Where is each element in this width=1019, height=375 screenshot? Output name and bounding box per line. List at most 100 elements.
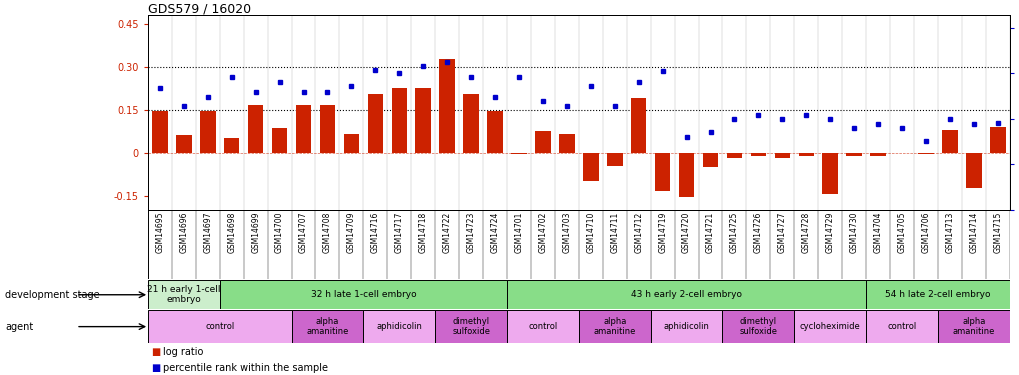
Bar bbox=[794, 310, 865, 343]
Bar bbox=[296, 105, 311, 153]
Text: GSM14706: GSM14706 bbox=[920, 211, 929, 253]
Bar bbox=[152, 111, 167, 153]
Text: GSM14721: GSM14721 bbox=[705, 211, 714, 253]
Text: GDS579 / 16020: GDS579 / 16020 bbox=[148, 2, 251, 15]
Bar bbox=[721, 310, 794, 343]
Text: GSM14698: GSM14698 bbox=[227, 211, 236, 253]
Text: GSM14704: GSM14704 bbox=[872, 211, 881, 253]
Bar bbox=[415, 88, 431, 153]
Bar bbox=[773, 153, 790, 158]
Bar bbox=[435, 310, 506, 343]
Text: GSM14729: GSM14729 bbox=[825, 211, 834, 253]
Bar bbox=[606, 153, 622, 165]
Text: GSM14719: GSM14719 bbox=[657, 211, 666, 253]
Text: GSM14709: GSM14709 bbox=[346, 211, 356, 253]
Text: GSM14710: GSM14710 bbox=[586, 211, 595, 253]
Text: GSM14726: GSM14726 bbox=[753, 211, 762, 253]
Bar bbox=[631, 98, 646, 153]
Text: 21 h early 1-cell
embryо: 21 h early 1-cell embryо bbox=[147, 285, 220, 304]
Text: GSM14713: GSM14713 bbox=[945, 211, 954, 253]
Text: control: control bbox=[528, 322, 557, 331]
Text: GSM14723: GSM14723 bbox=[466, 211, 475, 253]
Bar bbox=[579, 310, 650, 343]
Text: GSM14714: GSM14714 bbox=[968, 211, 977, 253]
Text: GSM14702: GSM14702 bbox=[538, 211, 547, 253]
Text: GSM14722: GSM14722 bbox=[442, 211, 451, 253]
Bar bbox=[148, 280, 219, 309]
Bar bbox=[917, 153, 932, 154]
Bar bbox=[439, 60, 454, 153]
Text: GSM14718: GSM14718 bbox=[419, 211, 427, 253]
Bar bbox=[463, 94, 479, 153]
Text: GSM14725: GSM14725 bbox=[730, 211, 738, 253]
Text: GSM14724: GSM14724 bbox=[490, 211, 499, 253]
Text: GSM14720: GSM14720 bbox=[682, 211, 691, 253]
Text: GSM14700: GSM14700 bbox=[275, 211, 284, 253]
Text: control: control bbox=[205, 322, 234, 331]
Text: 54 h late 2-cell embryо: 54 h late 2-cell embryо bbox=[884, 290, 989, 299]
Bar bbox=[319, 105, 335, 153]
Text: ■: ■ bbox=[151, 363, 160, 373]
Text: dimethyl
sulfoxide: dimethyl sulfoxide bbox=[739, 317, 776, 336]
Text: GSM14699: GSM14699 bbox=[251, 211, 260, 253]
Text: control: control bbox=[887, 322, 916, 331]
Text: GSM14707: GSM14707 bbox=[299, 211, 308, 253]
Text: ■: ■ bbox=[151, 347, 160, 357]
Text: GSM14705: GSM14705 bbox=[897, 211, 906, 253]
Bar bbox=[367, 94, 383, 153]
Bar bbox=[176, 135, 192, 153]
Bar bbox=[989, 127, 1005, 153]
Bar bbox=[219, 280, 506, 309]
Bar bbox=[224, 138, 239, 153]
Bar bbox=[506, 310, 579, 343]
Text: GSM14697: GSM14697 bbox=[203, 211, 212, 253]
Bar bbox=[487, 111, 502, 153]
Text: GSM14715: GSM14715 bbox=[993, 211, 1002, 253]
Bar bbox=[821, 153, 838, 194]
Bar bbox=[937, 310, 1009, 343]
Text: GSM14711: GSM14711 bbox=[609, 211, 619, 253]
Text: GSM14696: GSM14696 bbox=[179, 211, 189, 253]
Text: 32 h late 1-cell embryо: 32 h late 1-cell embryо bbox=[310, 290, 416, 299]
Text: GSM14701: GSM14701 bbox=[514, 211, 523, 253]
Bar bbox=[726, 153, 742, 158]
Text: dimethyl
sulfoxide: dimethyl sulfoxide bbox=[451, 317, 490, 336]
Bar bbox=[750, 153, 765, 156]
Bar bbox=[271, 128, 287, 153]
Bar bbox=[865, 280, 1009, 309]
Text: alpha
amanitine: alpha amanitine bbox=[593, 317, 635, 336]
Bar bbox=[654, 153, 669, 191]
Bar bbox=[506, 280, 865, 309]
Text: GSM14695: GSM14695 bbox=[155, 211, 164, 253]
Text: cycloheximide: cycloheximide bbox=[799, 322, 860, 331]
Text: alpha
amanitine: alpha amanitine bbox=[306, 317, 348, 336]
Bar bbox=[678, 153, 694, 197]
Bar bbox=[965, 153, 980, 189]
Text: log ratio: log ratio bbox=[163, 347, 204, 357]
Text: alpha
amanitine: alpha amanitine bbox=[952, 317, 995, 336]
Text: GSM14727: GSM14727 bbox=[777, 211, 786, 253]
Bar bbox=[291, 310, 363, 343]
Text: GSM14708: GSM14708 bbox=[323, 211, 331, 253]
Bar bbox=[583, 153, 598, 182]
Text: GSM14730: GSM14730 bbox=[849, 211, 858, 253]
Bar bbox=[846, 153, 861, 156]
Text: GSM14703: GSM14703 bbox=[561, 211, 571, 253]
Bar bbox=[558, 134, 574, 153]
Bar bbox=[650, 310, 721, 343]
Text: aphidicolin: aphidicolin bbox=[663, 322, 709, 331]
Bar bbox=[535, 131, 550, 153]
Bar bbox=[798, 153, 813, 156]
Text: GSM14716: GSM14716 bbox=[371, 211, 379, 253]
Bar bbox=[363, 310, 435, 343]
Bar bbox=[343, 134, 359, 153]
Bar bbox=[200, 111, 215, 153]
Text: percentile rank within the sample: percentile rank within the sample bbox=[163, 363, 328, 373]
Text: aphidicolin: aphidicolin bbox=[376, 322, 422, 331]
Bar bbox=[391, 88, 407, 153]
Bar bbox=[869, 153, 886, 156]
Bar bbox=[148, 310, 291, 343]
Text: agent: agent bbox=[5, 322, 34, 332]
Text: GSM14728: GSM14728 bbox=[801, 211, 810, 253]
Text: 43 h early 2-cell embryо: 43 h early 2-cell embryо bbox=[631, 290, 742, 299]
